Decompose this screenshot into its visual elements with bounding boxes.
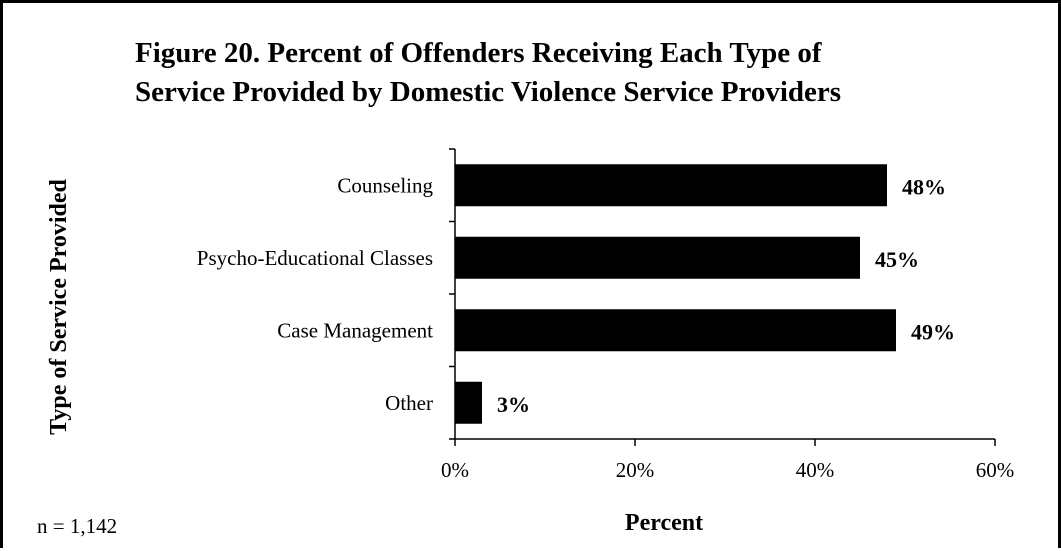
data-label: 48% — [902, 174, 946, 199]
data-label: 49% — [911, 319, 955, 344]
category-label: Case Management — [277, 318, 433, 342]
category-label: Psycho-Educational Classes — [197, 246, 433, 270]
chart-title-line-1: Figure 20. Percent of Offenders Receivin… — [135, 37, 822, 69]
sample-size-note: n = 1,142 — [37, 514, 117, 538]
plot-area: 0% 20% 40% 60% Counseling 48% Psycho-Education… — [197, 148, 1015, 482]
x-axis-title: Percent — [625, 510, 703, 536]
bar-chart: Figure 20. Percent of Offenders Receivin… — [37, 37, 1015, 538]
x-tick-label: 20% — [616, 458, 655, 482]
chart-title-line-2: Service Provided by Domestic Violence Se… — [135, 76, 841, 108]
x-tick-label: 60% — [976, 458, 1015, 482]
data-label: 3% — [497, 392, 530, 417]
bar — [455, 381, 482, 424]
y-axis-title: Type of Service Provided — [46, 178, 72, 434]
data-label: 45% — [875, 247, 919, 272]
bar — [455, 236, 860, 279]
category-label: Other — [385, 391, 433, 415]
category-label: Counseling — [337, 173, 433, 197]
bar — [455, 164, 887, 207]
bar — [455, 309, 896, 352]
x-tick-label: 40% — [796, 458, 835, 482]
x-tick-label: 0% — [441, 458, 469, 482]
